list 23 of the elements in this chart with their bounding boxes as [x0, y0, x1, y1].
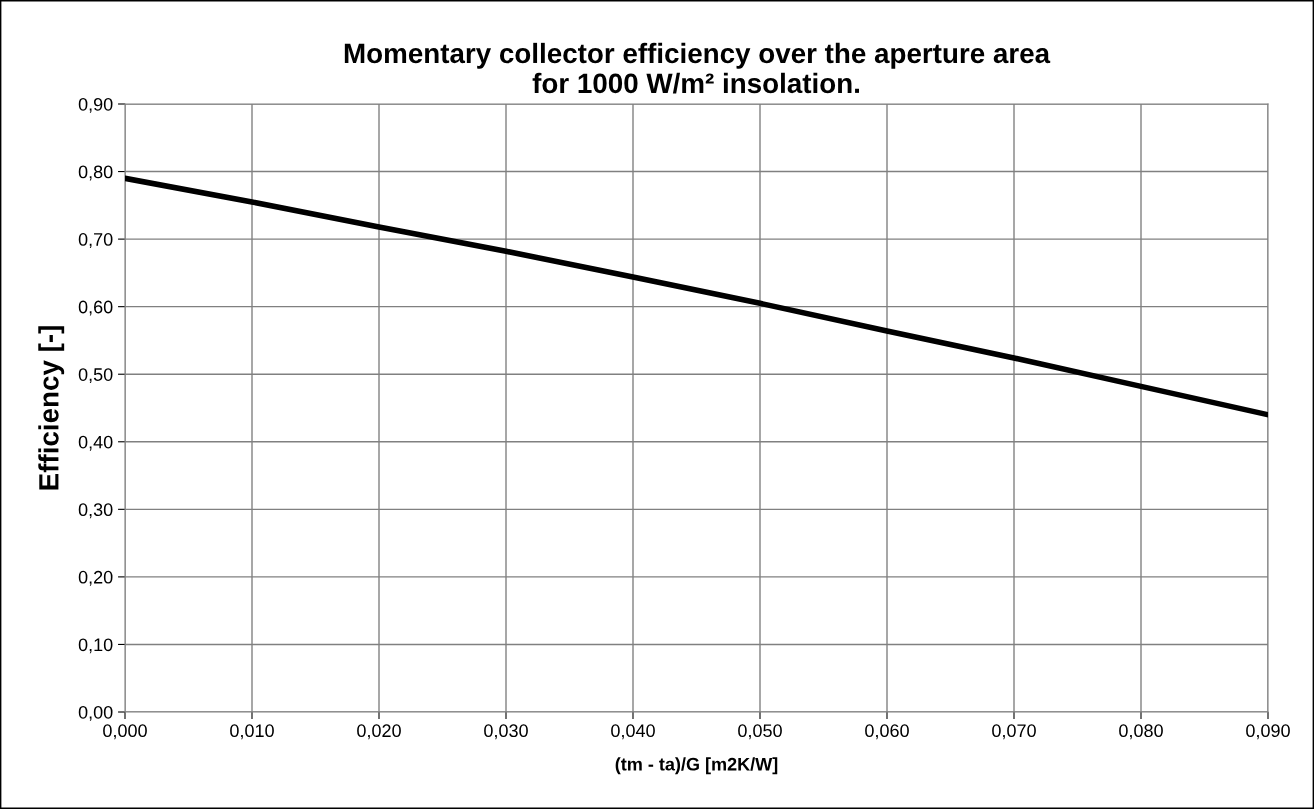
x-tick-label: 0,000 [103, 724, 147, 740]
y-tick-label: 0,70 [78, 233, 113, 248]
x-tick-label: 0,030 [484, 724, 528, 740]
x-tick-label: 0,090 [1246, 724, 1290, 740]
y-tick-label: 0,50 [78, 368, 113, 384]
y-tick-label: 0,60 [78, 300, 113, 316]
y-axis-title: Efficiency [-] [38, 326, 65, 490]
chart-title: Momentary collector efficiency over the aperture area for 1000 W/m² insolation. [344, 42, 1051, 94]
x-tick-label: 0,080 [1119, 724, 1163, 740]
x-tick-label: 0,070 [992, 724, 1036, 740]
x-axis-title: (tm - ta)/G [m2K/W] [615, 757, 778, 775]
x-tick-label: 0,050 [738, 724, 782, 740]
y-tick-label: 0,20 [78, 570, 113, 586]
y-tick-label: 0,30 [78, 503, 113, 519]
y-tick-label: 0,80 [78, 165, 113, 181]
x-tick-label: 0,010 [230, 724, 274, 740]
y-tick-label: 0,40 [78, 435, 113, 451]
x-tick-label: 0,040 [611, 724, 655, 740]
x-tick-label: 0,060 [865, 724, 909, 740]
y-tick-label: 0,00 [78, 705, 113, 721]
y-tick-label: 0,90 [78, 97, 113, 113]
x-tick-label: 0,020 [357, 724, 401, 740]
y-tick-label: 0,10 [78, 638, 113, 654]
